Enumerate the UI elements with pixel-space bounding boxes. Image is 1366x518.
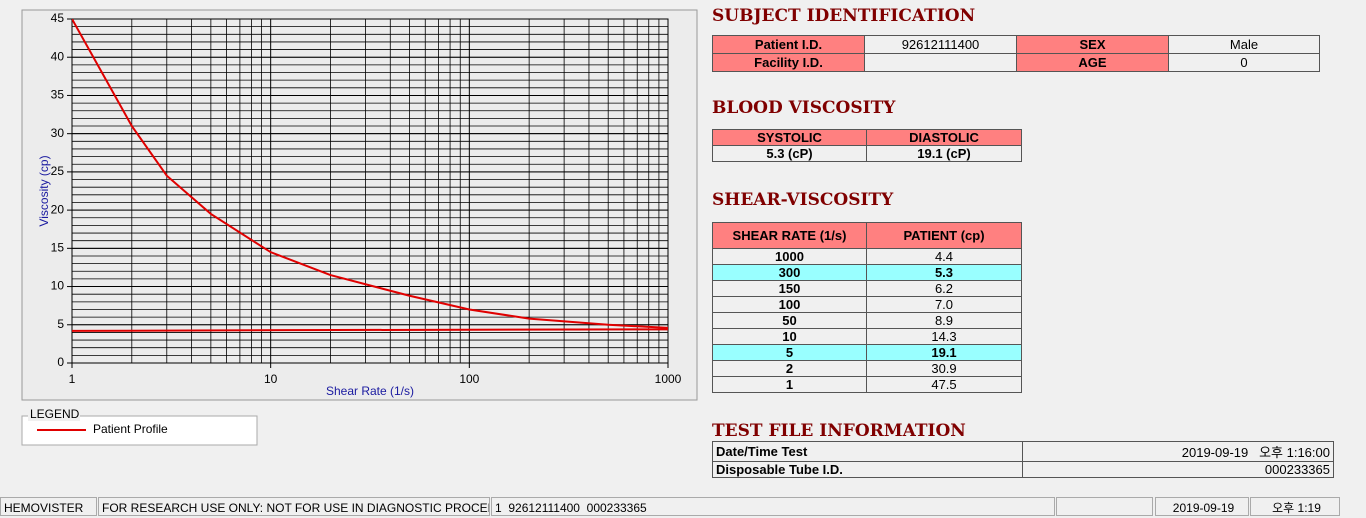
plot-area: [71, 18, 669, 364]
field-label: SEX: [1016, 35, 1169, 54]
y-tick-label: 35: [51, 88, 65, 102]
x-axis-label: Shear Rate (1/s): [326, 384, 414, 398]
table-cell: 7.0: [866, 296, 1022, 313]
value: 5.3 (cP): [712, 145, 867, 162]
y-axis-label: Viscosity (cp): [37, 155, 51, 226]
section-title: SHEAR-VISCOSITY: [712, 190, 894, 210]
section-title: BLOOD VISCOSITY: [712, 98, 896, 118]
value: 19.1 (cP): [866, 145, 1022, 162]
table-cell: 5: [712, 344, 867, 361]
y-tick-label: 30: [51, 126, 65, 140]
field-label: Date/Time Test: [712, 441, 1023, 462]
table-row: 5 19.1: [712, 344, 1022, 361]
y-tick-label: 10: [51, 279, 65, 293]
y-tick-label: 15: [51, 241, 65, 255]
x-tick-label: 100: [459, 372, 479, 386]
series-line: [72, 19, 668, 329]
table-cell: 5.3: [866, 264, 1022, 281]
table-row: 2 30.9: [712, 360, 1022, 377]
legend-title: LEGEND: [30, 407, 80, 421]
header: DIASTOLIC: [866, 129, 1022, 146]
x-tick-label: 1000: [655, 372, 682, 386]
table-cell: 150: [712, 280, 867, 297]
field-value: 92612111400: [864, 35, 1017, 54]
field-label: AGE: [1016, 53, 1169, 72]
status-cell: 오후 1:19: [1250, 497, 1340, 516]
header: SYSTOLIC: [712, 129, 867, 146]
table-cell: 1000: [712, 248, 867, 265]
table-row: 10 14.3: [712, 328, 1022, 345]
blood-viscosity-table: SYSTOLIC DIASTOLIC 5.3 (cP) 19.1 (cP): [712, 129, 1022, 162]
table-row: 300 5.3: [712, 264, 1022, 281]
status-cell: FOR RESEARCH USE ONLY: NOT FOR USE IN DI…: [98, 497, 490, 516]
field-value: [864, 53, 1017, 72]
table-cell: 47.5: [866, 376, 1022, 393]
header: SHEAR RATE (1/s): [712, 222, 867, 249]
status-bar: HEMOVISTER FOR RESEARCH USE ONLY: NOT FO…: [0, 497, 1366, 518]
table-cell: 100: [712, 296, 867, 313]
table-cell: 19.1: [866, 344, 1022, 361]
field-value: Male: [1168, 35, 1320, 54]
field-label: Patient I.D.: [712, 35, 865, 54]
y-tick-label: 40: [51, 49, 65, 63]
table-cell: 30.9: [866, 360, 1022, 377]
chart: Shear Rate (1/s) Viscosity (cp) LEGEND 0…: [21, 9, 698, 446]
legend-title-bg: [28, 409, 80, 421]
table-row: 1 47.5: [712, 376, 1022, 393]
table-cell: 6.2: [866, 280, 1022, 297]
field-label: Disposable Tube I.D.: [712, 461, 1023, 478]
field-label: Facility I.D.: [712, 53, 865, 72]
table-cell: 2: [712, 360, 867, 377]
y-tick-label: 5: [57, 317, 64, 331]
table-row: 1000 4.4: [712, 248, 1022, 265]
status-cell: 1 92612111400 000233365: [491, 497, 1055, 516]
table-cell: 300: [712, 264, 867, 281]
table-cell: 8.9: [866, 312, 1022, 329]
section-title: TEST FILE INFORMATION: [712, 421, 966, 441]
y-tick-label: 0: [57, 355, 64, 369]
x-tick-label: 10: [264, 372, 278, 386]
test-file-table: Date/Time Test 2019-09-19 오후 1:16:00 Dis…: [712, 441, 1334, 478]
table-cell: 1: [712, 376, 867, 393]
plot-lines: [72, 19, 668, 332]
table-cell: 50: [712, 312, 867, 329]
table-row: 150 6.2: [712, 280, 1022, 297]
table-cell: 4.4: [866, 248, 1022, 265]
table-row: 50 8.9: [712, 312, 1022, 329]
legend-label: Patient Profile: [93, 422, 168, 436]
series-line: [72, 328, 668, 332]
status-cell: [1056, 497, 1153, 516]
table-cell: 14.3: [866, 328, 1022, 345]
field-value: 000233365: [1022, 461, 1334, 478]
y-tick-label: 20: [51, 202, 65, 216]
section-title: SUBJECT IDENTIFICATION: [712, 6, 976, 26]
status-cell: HEMOVISTER: [0, 497, 97, 516]
field-value: 0: [1168, 53, 1320, 72]
shear-table: SHEAR RATE (1/s) PATIENT (cp) 1000 4.4 300…: [712, 222, 1022, 393]
y-tick-label: 45: [51, 11, 65, 25]
y-tick-label: 25: [51, 164, 65, 178]
subject-table: Patient I.D. 92612111400 SEX Male Facili…: [712, 35, 1320, 72]
table-row: 100 7.0: [712, 296, 1022, 313]
field-value: 2019-09-19 오후 1:16:00: [1022, 441, 1334, 462]
header: PATIENT (cp): [866, 222, 1022, 249]
status-cell: 2019-09-19: [1155, 497, 1249, 516]
x-tick-label: 1: [69, 372, 76, 386]
table-cell: 10: [712, 328, 867, 345]
